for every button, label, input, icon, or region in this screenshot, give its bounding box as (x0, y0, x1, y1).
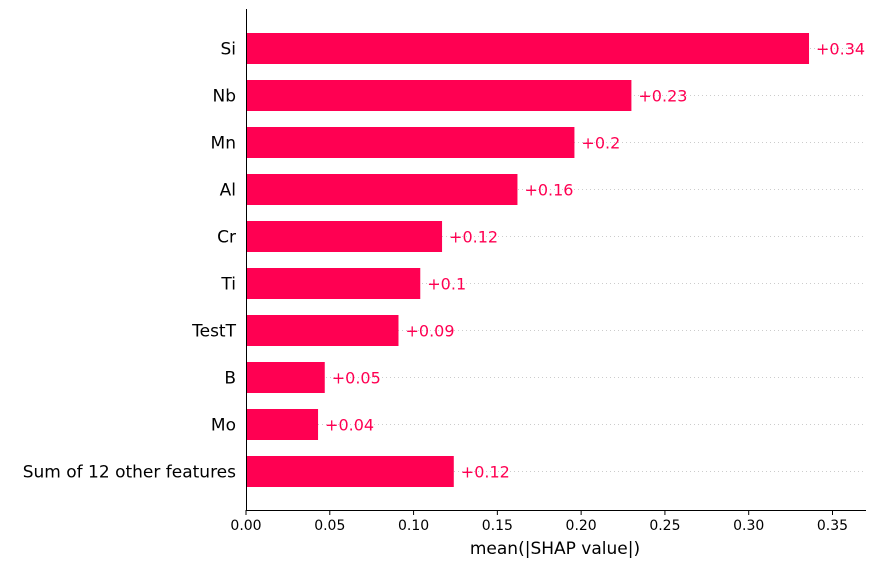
category-label: Ti (220, 275, 236, 295)
category-label: Cr (217, 228, 236, 248)
value-label: +0.04 (325, 416, 374, 435)
x-tick-label: 0.35 (817, 518, 848, 534)
x-tick-label: 0.20 (566, 518, 597, 534)
x-axis-ticks: 0.00 0.05 0.10 0.15 0.20 0.25 0.30 0.35 (230, 510, 848, 534)
x-tick-label: 0.00 (230, 518, 261, 534)
bar (246, 221, 443, 252)
x-tick-label: 0.15 (482, 518, 513, 534)
value-label: +0.12 (461, 463, 510, 482)
value-label: +0.34 (816, 40, 865, 59)
value-label: +0.12 (449, 228, 498, 247)
row-gridlines (246, 48, 866, 472)
value-labels: +0.34 +0.23 +0.2 +0.16 +0.12 +0.1 +0.09 +0.05 +0… (325, 40, 865, 482)
bar (246, 362, 325, 393)
bar (246, 127, 575, 158)
value-label: +0.2 (581, 134, 620, 153)
bar (246, 80, 632, 111)
x-tick-label: 0.30 (733, 518, 764, 534)
category-label: Al (220, 181, 236, 201)
category-label: TestT (191, 322, 236, 342)
category-label: Nb (212, 87, 236, 107)
category-label: B (224, 369, 236, 389)
value-label: +0.23 (638, 87, 687, 106)
x-tick-label: 0.05 (314, 518, 345, 534)
category-label: Mn (211, 134, 236, 154)
x-tick-label: 0.25 (649, 518, 680, 534)
value-label: +0.09 (405, 322, 454, 341)
x-axis-label: mean(|SHAP value|) (470, 539, 640, 559)
bar (246, 174, 518, 205)
category-label: Si (220, 40, 236, 60)
bar (246, 268, 421, 299)
value-label: +0.16 (524, 181, 573, 200)
value-label: +0.05 (332, 369, 381, 388)
bar (246, 33, 810, 64)
category-label: Mo (211, 416, 236, 436)
category-labels: Si Nb Mn Al Cr Ti TestT B Mo Sum of 12 other feat… (23, 40, 237, 483)
x-tick-label: 0.10 (398, 518, 429, 534)
value-label: +0.1 (427, 275, 466, 294)
category-label: Sum of 12 other features (23, 463, 236, 483)
bars (246, 33, 810, 487)
bar (246, 409, 319, 440)
bar (246, 456, 454, 487)
bar (246, 315, 399, 346)
